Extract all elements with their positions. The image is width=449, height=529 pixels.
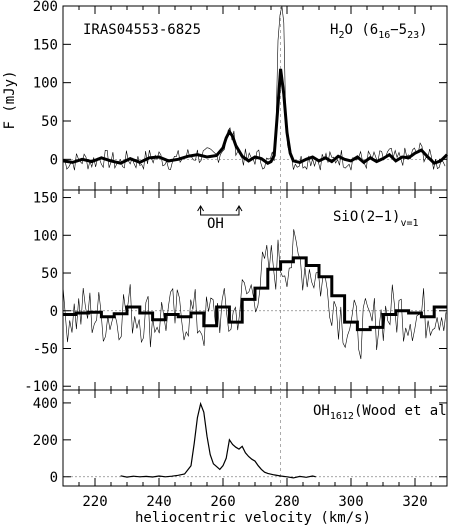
oh1612-trace [120,401,316,479]
x-tick-label: 300 [338,494,363,510]
y-tick-label: 100 [33,76,58,92]
y-tick-label: 0 [50,304,58,320]
y-tick-label: -100 [24,379,58,395]
y-tick-label: 50 [41,114,58,130]
x-tick-label: 260 [210,494,235,510]
y-axis-label: F (mJy) [2,70,18,129]
sio-binned-trace [63,256,447,332]
y-tick-label: 0 [50,470,58,486]
h2o-raw-trace [62,5,446,171]
oh-marker-label: OH [207,216,224,232]
object-name-label: IRAS04553-6825 [83,22,201,38]
y-tick-label: 100 [33,228,58,244]
h2o-smoothed-trace [62,68,449,165]
x-tick-label: 320 [402,494,427,510]
labels-layer: F (mJy) heliocentric velocity (km/s) IRA… [2,22,449,526]
y-tick-label: 150 [33,37,58,53]
y-tick-label: -50 [33,341,58,357]
x-axis-label: heliocentric velocity (km/s) [135,510,371,526]
panel-oh: 0 200 400 220 240 260 280 300 320 [33,389,448,510]
oh-marker-arrow [235,205,243,212]
sio-transition-label: SiO(2−1)v=1 [333,209,419,229]
y-tick-label: 200 [33,433,58,449]
panels-layer: 0 50 100 150 200 -100 -50 0 50 100 150 0 200 400 220 24… [24,0,449,510]
y-tick-label: 200 [33,0,58,15]
y-tick-label: 0 [50,152,58,168]
y-tick-label: 400 [33,396,58,412]
x-tick-label: 240 [146,494,171,510]
oh1612-label: OH1612(Wood et al. 1992) [313,403,449,422]
y-tick-label: 150 [33,191,58,207]
y-tick-label: 50 [41,266,58,282]
x-tick-label: 220 [82,494,107,510]
x-tick-label: 280 [274,494,299,510]
oh-marker-arrow [197,205,205,212]
h2o-transition-label: H2O (616−523) [330,22,428,41]
panel-sio: -100 -50 0 50 100 150 [24,189,448,395]
oh-marker-bracket [200,207,240,216]
